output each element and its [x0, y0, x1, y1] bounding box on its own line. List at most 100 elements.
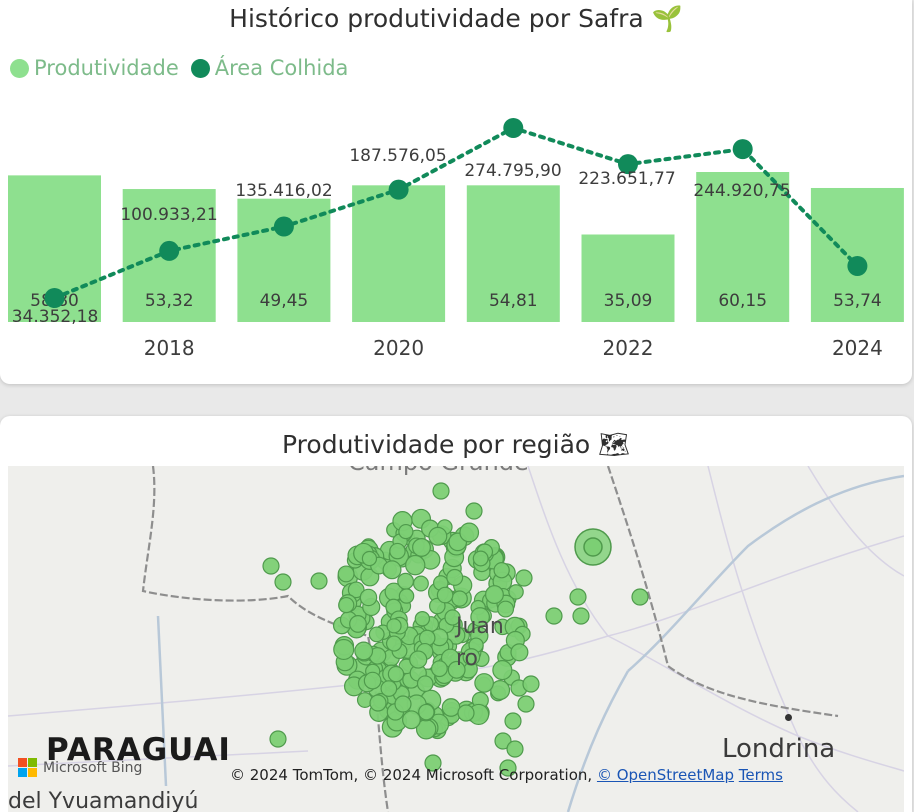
region-marker[interactable] [398, 523, 414, 540]
region-marker[interactable] [484, 585, 504, 605]
region-marker[interactable] [451, 590, 468, 607]
region-marker[interactable] [389, 542, 406, 560]
region-marker[interactable] [457, 704, 475, 722]
bar-produtividade[interactable] [581, 234, 675, 322]
x-axis-tick-label: 2020 [373, 336, 424, 360]
region-marker[interactable] [416, 675, 434, 692]
map-roads [8, 466, 904, 812]
region-marker[interactable] [436, 586, 454, 604]
region-marker[interactable] [506, 740, 524, 758]
terms-link[interactable]: Terms [738, 766, 783, 784]
map-canvas[interactable] [8, 466, 904, 812]
region-marker[interactable] [386, 618, 402, 634]
bing-logo[interactable]: Microsoft Bing [18, 758, 142, 777]
region-marker[interactable] [405, 554, 426, 576]
region-marker[interactable] [432, 482, 450, 500]
bar-produtividade[interactable] [696, 172, 790, 322]
region-marker[interactable] [631, 588, 649, 606]
region-marker[interactable] [382, 560, 402, 580]
bar-data-label: 53,74 [833, 291, 882, 311]
region-marker[interactable] [492, 660, 513, 681]
map-label-yvuamandiyu: del Yvuamandiyú [8, 789, 199, 812]
line-point-area-colhida[interactable] [618, 154, 638, 175]
region-marker[interactable] [274, 573, 292, 591]
region-marker[interactable] [470, 607, 490, 627]
line-data-label: 34.352,18 [12, 307, 99, 327]
region-marker[interactable] [430, 660, 448, 678]
region-marker[interactable] [363, 671, 382, 690]
region-marker[interactable] [494, 732, 512, 750]
legend-item-produtividade[interactable]: Produtividade [10, 56, 179, 80]
line-point-area-colhida[interactable] [44, 288, 65, 308]
region-marker[interactable] [508, 584, 524, 600]
region-marker[interactable] [418, 703, 435, 721]
region-marker[interactable] [493, 562, 510, 579]
bar-produtividade[interactable] [810, 187, 904, 322]
region-marker[interactable] [369, 694, 387, 712]
map-markers[interactable] [262, 482, 649, 777]
region-marker[interactable] [398, 588, 415, 604]
map-icon: 🗺 [598, 430, 630, 459]
region-marker[interactable] [262, 557, 280, 575]
line-point-area-colhida[interactable] [388, 179, 409, 200]
region-marker[interactable] [444, 609, 461, 626]
region-marker[interactable] [465, 502, 483, 520]
region-marker[interactable] [424, 754, 442, 772]
region-marker[interactable] [447, 660, 466, 679]
region-marker[interactable] [333, 638, 355, 661]
region-marker[interactable] [349, 615, 367, 633]
legend-marker-icon [10, 58, 29, 78]
region-marker[interactable] [380, 680, 398, 697]
openstreetmap-link[interactable]: © OpenStreetMap [596, 766, 735, 784]
region-marker[interactable] [504, 712, 522, 730]
region-marker[interactable] [385, 635, 403, 652]
region-marker[interactable] [337, 565, 355, 583]
region-marker[interactable] [359, 588, 378, 607]
region-marker[interactable] [310, 572, 328, 590]
line-point-area-colhida[interactable] [503, 118, 524, 138]
legend-marker-icon [190, 58, 210, 78]
region-marker[interactable] [409, 650, 428, 669]
region-marker[interactable] [472, 550, 489, 567]
region-marker[interactable] [499, 759, 517, 777]
region-marker[interactable] [269, 730, 287, 748]
line-point-area-colhida[interactable] [847, 256, 868, 276]
microsoft-logo-icon [18, 758, 37, 777]
region-marker[interactable] [402, 710, 421, 730]
bar-produtividade[interactable] [466, 185, 560, 322]
region-marker[interactable] [441, 698, 461, 717]
region-marker[interactable] [412, 575, 429, 592]
region-marker[interactable] [354, 641, 374, 661]
region-marker[interactable] [428, 526, 448, 546]
region-marker[interactable] [397, 572, 414, 590]
region-marker[interactable] [474, 673, 494, 693]
region-marker[interactable] [522, 675, 540, 693]
region-marker[interactable] [412, 538, 431, 557]
region-marker[interactable] [446, 568, 464, 586]
line-point-area-colhida[interactable] [273, 216, 294, 237]
region-marker[interactable] [517, 695, 535, 713]
region-marker[interactable] [510, 643, 529, 662]
line-point-area-colhida[interactable] [159, 240, 180, 261]
bar-produtividade[interactable] [352, 185, 446, 322]
region-marker[interactable] [338, 596, 355, 614]
region-marker[interactable] [569, 588, 587, 606]
region-marker[interactable] [347, 581, 365, 599]
region-marker[interactable] [361, 550, 378, 567]
region-marker[interactable] [572, 607, 590, 625]
line-point-area-colhida[interactable] [732, 139, 753, 160]
map-view[interactable]: Campo Grande Juan ro PARAGUAI Londrina d… [8, 466, 904, 812]
map-title-text: Produtividade por região [282, 430, 591, 459]
region-marker[interactable] [414, 611, 431, 627]
legend-item-area-colhida[interactable]: Área Colhida [190, 56, 348, 80]
region-marker[interactable] [515, 569, 533, 587]
line-data-label: 135.416,02 [235, 181, 332, 201]
region-marker[interactable] [394, 695, 412, 713]
region-marker[interactable] [497, 600, 515, 618]
region-marker[interactable] [583, 537, 603, 557]
region-marker[interactable] [459, 522, 480, 543]
region-marker[interactable] [462, 648, 481, 666]
region-marker[interactable] [387, 665, 405, 683]
region-marker[interactable] [368, 626, 385, 643]
region-marker[interactable] [545, 607, 563, 625]
